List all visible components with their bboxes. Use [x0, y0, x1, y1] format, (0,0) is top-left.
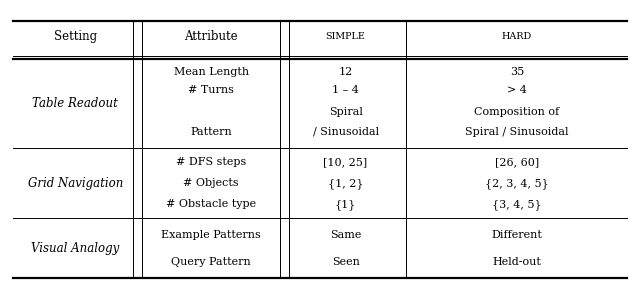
Text: Held-out: Held-out — [492, 257, 541, 267]
Text: # Obstacle type: # Obstacle type — [166, 199, 256, 209]
Text: 1 – 4: 1 – 4 — [332, 85, 359, 95]
Text: > 4: > 4 — [507, 85, 527, 95]
Text: Visual Analogy: Visual Analogy — [31, 242, 119, 255]
Text: Pattern: Pattern — [190, 127, 232, 137]
Text: Same: Same — [330, 230, 362, 240]
Text: / Sinusoidal: / Sinusoidal — [312, 127, 379, 137]
Text: Spiral: Spiral — [329, 107, 362, 117]
Text: # Turns: # Turns — [188, 85, 234, 95]
Text: HARD: HARD — [502, 32, 532, 41]
Text: SIMPLE: SIMPLE — [326, 32, 365, 41]
Text: [10, 25]: [10, 25] — [323, 157, 368, 167]
Text: Mean Length: Mean Length — [173, 67, 249, 77]
Text: Composition of: Composition of — [474, 107, 559, 117]
Text: # DFS steps: # DFS steps — [176, 157, 246, 167]
Text: {3, 4, 5}: {3, 4, 5} — [492, 199, 541, 209]
Text: Different: Different — [492, 230, 542, 240]
Text: Grid Navigation: Grid Navigation — [28, 177, 123, 190]
Text: {1, 2}: {1, 2} — [328, 178, 364, 188]
Text: 35: 35 — [509, 67, 524, 77]
Text: Spiral / Sinusoidal: Spiral / Sinusoidal — [465, 127, 568, 137]
Text: {2, 3, 4, 5}: {2, 3, 4, 5} — [485, 178, 548, 188]
Text: Table Readout: Table Readout — [32, 97, 118, 110]
Text: {1}: {1} — [335, 199, 356, 209]
Text: Attribute: Attribute — [184, 30, 238, 43]
Text: Setting: Setting — [54, 30, 97, 43]
Text: Example Patterns: Example Patterns — [161, 230, 261, 240]
Text: Query Pattern: Query Pattern — [172, 257, 251, 267]
Text: # Objects: # Objects — [184, 178, 239, 188]
Text: [26, 60]: [26, 60] — [495, 157, 539, 167]
Text: 12: 12 — [339, 67, 353, 77]
Text: Seen: Seen — [332, 257, 360, 267]
